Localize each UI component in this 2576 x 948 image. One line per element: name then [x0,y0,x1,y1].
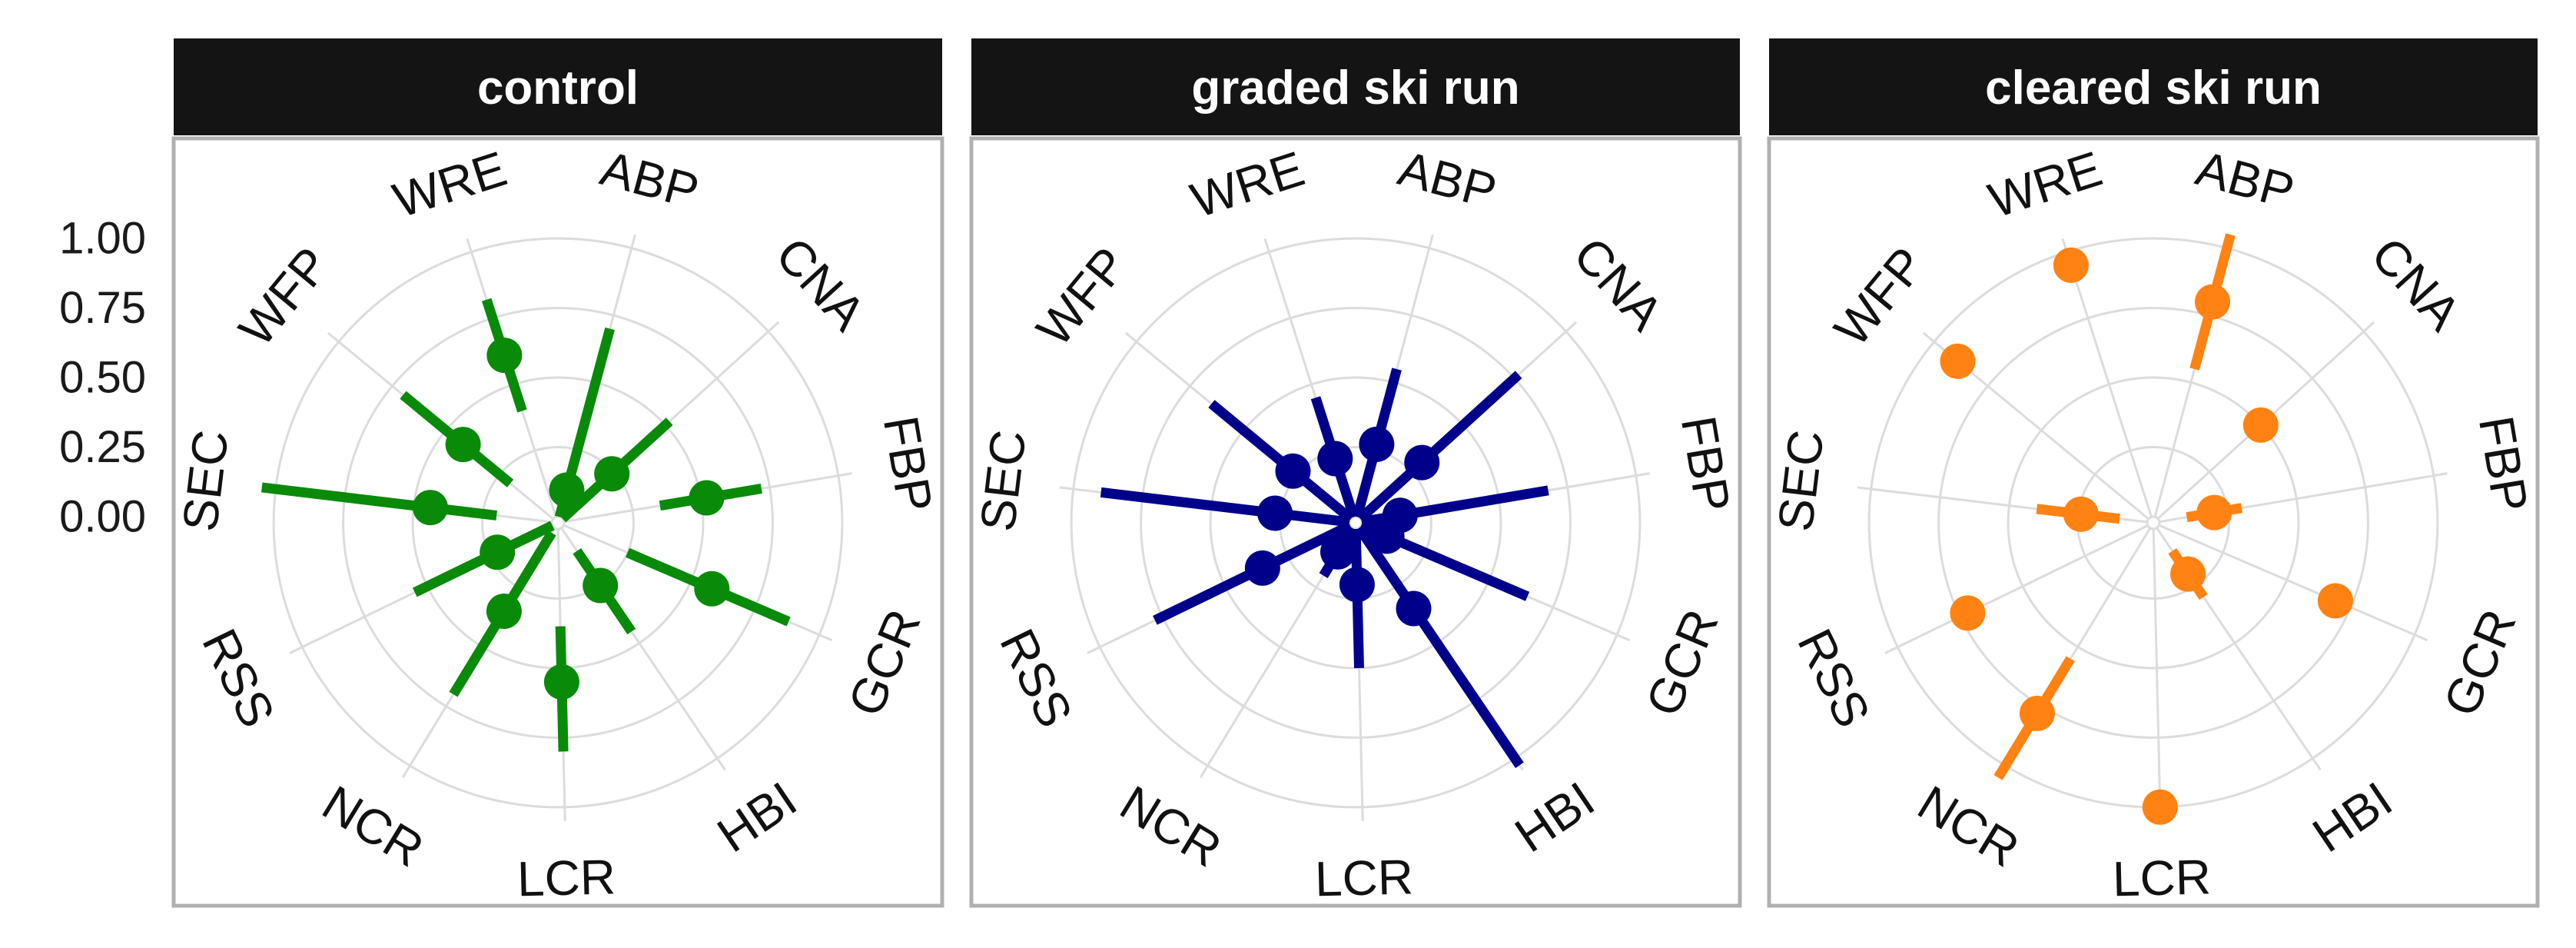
data-point-hbi [1396,590,1432,627]
grid-spoke [1884,524,2149,654]
panel-title: cleared ski run [1985,62,2322,115]
grid-ring [481,446,635,600]
data-point-lcr [2142,789,2178,825]
data-point-sec [2063,496,2099,532]
data-point-ncr [2019,695,2055,731]
grid-ring [2146,515,2161,531]
grid-spoke [2158,524,2428,642]
data-point-abp [2195,284,2231,320]
grid-ring [1937,307,2369,739]
data-point-cna [594,456,630,492]
y-tick-label: 0.00 [59,492,146,542]
data-point-abp [549,472,585,508]
facet-panels: controlABPCNAFBPGCRHBILCRNCRRSSSECWFPWRE… [171,38,2540,908]
panel-frame [1767,136,2540,908]
data-point-wfp [1940,343,1976,379]
data-point-wre [1317,441,1353,477]
error-bar-hbi [1355,524,1524,768]
data-point-wfp [1275,453,1311,489]
data-point-cna [1404,444,1440,481]
axis-label-lcr: LCR [516,849,616,906]
grid-ring [550,515,566,531]
panel-title: control [477,62,639,115]
axis-label-sec: SEC [172,427,239,534]
grid-ring [2007,376,2300,670]
error-bar-sec [261,482,497,521]
data-point-rss [480,534,516,570]
grid-ring [1140,307,1572,739]
y-tick-label: 0.75 [59,283,146,333]
data-point-rss [1244,550,1280,586]
y-axis: 0.00 0.25 0.50 0.75 1.00 [59,214,146,542]
data-point-gcr [1369,518,1405,554]
panel-strip [1769,38,2538,135]
axis-label-lcr: LCR [2112,849,2212,906]
axis-label-sec: SEC [1768,427,1834,534]
y-tick-label: 0.25 [59,422,146,472]
data-point-lcr [1339,567,1375,603]
y-tick-label: 1.00 [59,214,146,264]
error-bar-cna [1356,371,1522,523]
axis-label-lcr: LCR [1314,849,1414,906]
data-point-fbp [689,480,725,516]
grid-ring [342,307,774,739]
panel-frame [171,136,944,908]
data-point-gcr [2317,583,2353,619]
data-point-wre [2053,247,2089,283]
y-tick-label: 0.50 [59,353,146,403]
data-point-cna [2242,407,2279,443]
panel-title: graded ski run [1191,62,1519,115]
data-point-wfp [445,427,481,463]
error-bar-sec [1100,487,1350,527]
panel-strip [971,38,1740,135]
data-point-sec [1257,495,1293,531]
data-point-ncr [1320,534,1356,570]
data-point-hbi [583,567,619,604]
grid-spoke [2152,528,2162,821]
panel-graded-ski-run: graded ski runABPCNAFBPGCRHBILCRNCRRSSSE… [969,38,1742,908]
panel-frame [969,136,1742,908]
panel-cleared-ski-run: cleared ski runABPCNAFBPGCRHBILCRNCRRSSS… [1767,38,2540,908]
data-point-abp [1359,426,1395,462]
data-point-hbi [2170,556,2206,592]
data-point-ncr [486,593,522,629]
axis-label-sec: SEC [970,427,1037,534]
data-point-sec [412,490,448,526]
data-point-fbp [2196,494,2232,531]
data-point-lcr [543,664,579,700]
data-point-wre [486,338,523,374]
grid-ring [1348,515,1363,531]
grid-spoke [2061,238,2153,517]
grid-ring [1070,237,1642,809]
grid-ring [272,237,844,809]
data-point-gcr [694,570,730,607]
data-point-rss [1950,595,1986,631]
panel-strip [174,38,942,135]
